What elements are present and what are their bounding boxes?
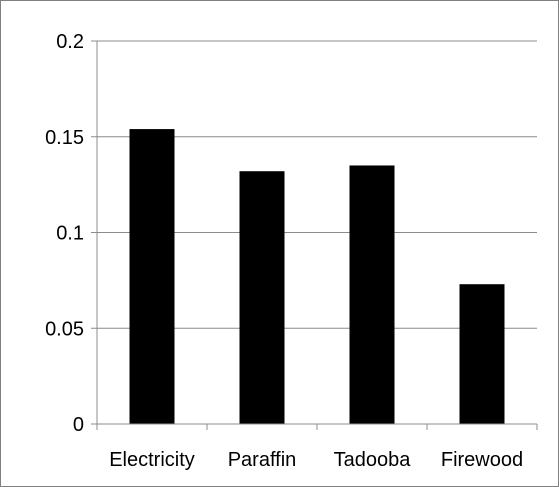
x-tick-label-firewood: Firewood <box>441 449 523 471</box>
bars <box>129 129 505 424</box>
y-tick-label: 0.05 <box>45 318 84 340</box>
x-tick-labels: Electricity Paraffin Tadooba Firewood <box>109 449 523 471</box>
bar-firewood <box>459 284 505 424</box>
x-tick-label-tadooba: Tadooba <box>334 449 412 471</box>
x-tick-label-paraffin: Paraffin <box>228 449 297 471</box>
y-tick-label: 0.2 <box>56 31 84 53</box>
axes <box>91 40 538 430</box>
y-tick-labels: 0 0.05 0.1 0.15 0.2 <box>45 31 84 436</box>
y-tick-label: 0 <box>73 414 84 436</box>
bar-electricity <box>129 129 175 424</box>
x-tick-label-electricity: Electricity <box>109 449 195 471</box>
bar-tadooba <box>349 165 395 424</box>
y-tick-label: 0.15 <box>45 127 84 149</box>
y-tick-label: 0.1 <box>56 223 84 245</box>
bar-paraffin <box>239 171 285 424</box>
